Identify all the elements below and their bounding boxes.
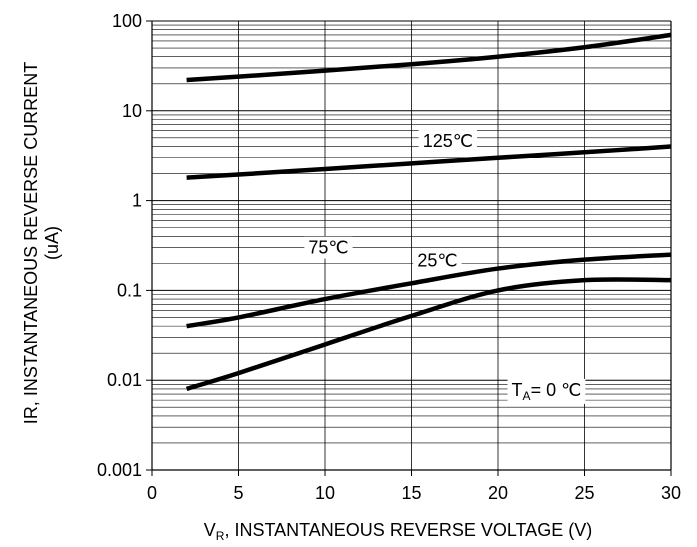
x-tick-label: 30 (661, 483, 681, 503)
y-axis-label-line1: IR, INSTANTANEOUS REVERSE CURRENT (21, 62, 41, 424)
annotation-background (304, 236, 353, 259)
annotation-75c: 75℃ (304, 236, 353, 259)
tick-label-layer: 0 5 10 15 20 25 30 0.001 0.01 0.1 1 10 100 (97, 11, 681, 503)
x-tick-label: 25 (574, 483, 594, 503)
y-tick-label: 0.1 (117, 280, 142, 300)
x-tick-label: 5 (233, 483, 243, 503)
y-tick-label: 100 (112, 11, 142, 31)
grid-layer (151, 20, 672, 471)
annotation-layer: 125℃ 75℃ 25℃ TA= 0 ℃ (304, 130, 586, 404)
annotation-ta-0c: TA= 0 ℃ (507, 378, 586, 404)
annotation-background (507, 378, 586, 404)
x-axis-label: VR, INSTANTANEOUS REVERSE VOLTAGE (V) (204, 520, 592, 543)
y-tick-label: 0.01 (107, 370, 142, 390)
x-tick-label: 20 (488, 483, 508, 503)
x-axis-label-main: V (204, 520, 216, 540)
y-tick-label: 0.001 (97, 460, 142, 480)
x-tick-label: 0 (147, 483, 157, 503)
x-tick-label: 10 (315, 483, 335, 503)
annotation-25c: 25℃ (413, 249, 462, 272)
axes-layer (146, 20, 672, 476)
annotation-text-part: = 0 ℃ (531, 380, 582, 400)
annotation-text: 125℃ (423, 131, 473, 151)
annotation-background (418, 130, 477, 153)
annotation-subscript: A (523, 389, 531, 403)
series-line-125c (186, 32, 672, 83)
series-layer (185, 32, 672, 392)
series-line-25c (186, 252, 672, 329)
y-tick-label: 1 (132, 191, 142, 211)
annotation-text-part: T (512, 380, 523, 400)
annotation-background (413, 249, 462, 272)
annotation-text: TA= 0 ℃ (512, 380, 582, 403)
annotation-text: 75℃ (308, 238, 348, 258)
series-line-0c (185, 277, 672, 392)
annotation-125c: 125℃ (418, 130, 477, 153)
annotation-text: 25℃ (417, 251, 457, 271)
x-axis-label-rest: , INSTANTANEOUS REVERSE VOLTAGE (V) (224, 520, 592, 540)
x-tick-label: 15 (401, 483, 421, 503)
series-line-75c (186, 144, 672, 180)
x-axis-label-subscript: R (216, 529, 225, 543)
y-tick-label: 10 (122, 101, 142, 121)
y-axis-label-line2: (uA) (42, 226, 62, 260)
